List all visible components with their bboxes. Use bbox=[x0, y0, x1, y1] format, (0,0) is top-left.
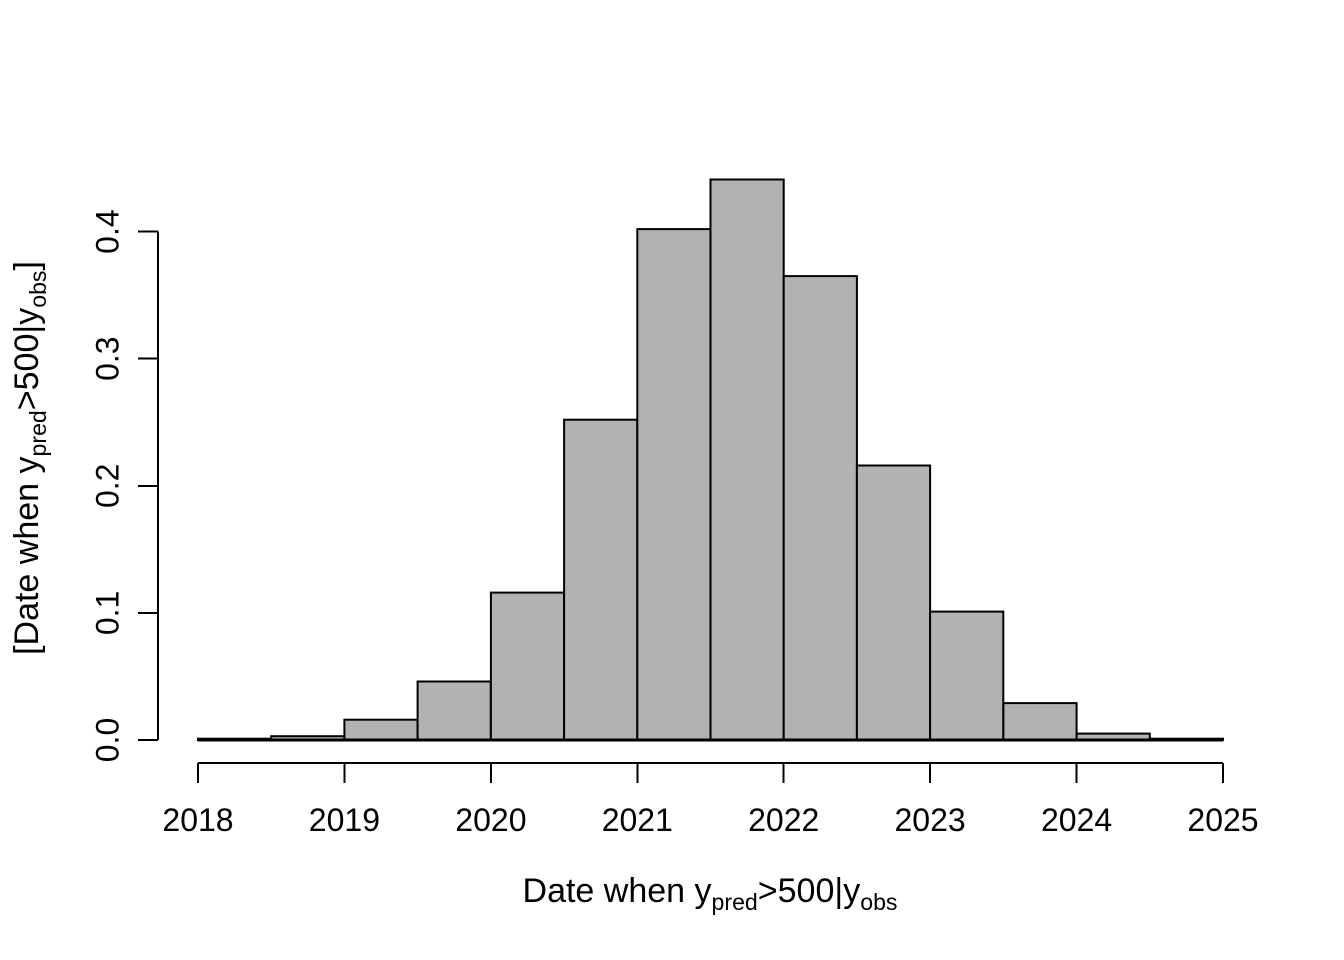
x-tick-label: 2024 bbox=[1041, 802, 1112, 838]
x-axis-title-text: >500|y bbox=[757, 872, 861, 910]
y-axis-title-subscript-obs: obs bbox=[24, 270, 51, 308]
y-axis-title-subscript-pred: pred bbox=[24, 410, 51, 457]
y-axis-title-text: ] bbox=[8, 261, 46, 271]
y-tick-label: 0.0 bbox=[89, 718, 125, 762]
y-axis-title: [Date when ypred>500|yobs] bbox=[8, 261, 51, 655]
x-tick-label: 2023 bbox=[895, 802, 966, 838]
histogram-bar bbox=[855, 464, 932, 741]
histogram-bar bbox=[489, 591, 566, 741]
x-axis-title-text: Date when y bbox=[522, 872, 712, 910]
y-tick-label: 0.2 bbox=[89, 464, 125, 508]
x-axis-title-subscript-pred: pred bbox=[711, 888, 758, 915]
histogram-bar bbox=[1002, 702, 1078, 741]
x-tick-label: 2021 bbox=[602, 802, 673, 838]
histogram-bar bbox=[709, 178, 785, 741]
histogram-bar bbox=[563, 418, 639, 741]
x-tick-label: 2019 bbox=[309, 802, 380, 838]
x-axis-title: Date when ypred>500|yobs bbox=[522, 872, 898, 913]
histogram-bar bbox=[416, 680, 492, 741]
y-axis-title-text: >500|y bbox=[8, 307, 46, 411]
x-tick-label: 2022 bbox=[748, 802, 819, 838]
x-tick-label: 2020 bbox=[455, 802, 526, 838]
x-tick-label: 2025 bbox=[1187, 802, 1258, 838]
histogram-bar bbox=[343, 718, 419, 742]
x-axis-title-subscript-obs: obs bbox=[860, 888, 898, 915]
y-tick-label: 0.4 bbox=[89, 209, 125, 253]
y-tick-label: 0.1 bbox=[89, 591, 125, 635]
histogram-bar bbox=[929, 610, 1005, 741]
histogram-bar bbox=[782, 275, 858, 741]
x-tick-label: 2018 bbox=[162, 802, 233, 838]
y-axis-title-text: [Date when y bbox=[8, 456, 46, 655]
histogram-bar bbox=[636, 228, 712, 741]
y-tick-label: 0.3 bbox=[89, 336, 125, 380]
